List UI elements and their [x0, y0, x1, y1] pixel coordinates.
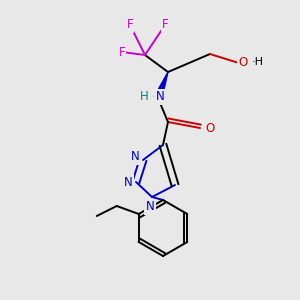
- Polygon shape: [154, 72, 168, 99]
- Text: O: O: [206, 122, 214, 134]
- Text: F: F: [127, 19, 133, 32]
- Text: O: O: [238, 56, 247, 70]
- Text: H: H: [140, 89, 148, 103]
- Text: N: N: [156, 91, 164, 103]
- Text: F: F: [162, 19, 168, 32]
- Text: N: N: [146, 200, 154, 214]
- Text: N: N: [124, 176, 132, 188]
- Text: N: N: [130, 151, 140, 164]
- Text: F: F: [119, 46, 125, 59]
- Text: ·H: ·H: [252, 57, 264, 67]
